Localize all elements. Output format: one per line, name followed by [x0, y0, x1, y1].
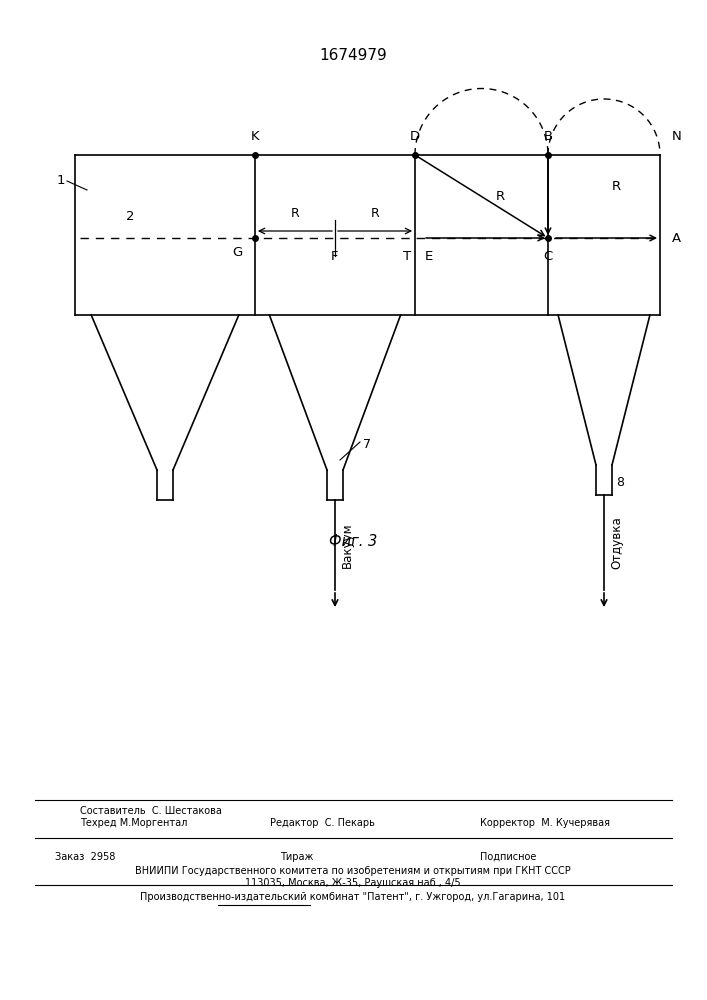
Text: Подписное: Подписное: [480, 852, 537, 862]
Text: F: F: [332, 250, 339, 263]
Text: ВНИИПИ Государственного комитета по изобретениям и открытиям при ГКНТ СССР
11303: ВНИИПИ Государственного комитета по изоб…: [135, 866, 571, 888]
Text: Заказ  2958: Заказ 2958: [55, 852, 115, 862]
Text: Составитель  С. Шестакова: Составитель С. Шестакова: [80, 806, 222, 816]
Text: E: E: [425, 250, 433, 263]
Text: 8: 8: [616, 477, 624, 489]
Text: R: R: [612, 180, 621, 193]
Text: Фиг. 3: Фиг. 3: [329, 534, 377, 550]
Text: 2: 2: [126, 210, 134, 223]
Text: Редактор  С. Пекарь: Редактор С. Пекарь: [270, 818, 375, 828]
Text: A: A: [672, 232, 681, 244]
Text: R: R: [370, 207, 380, 220]
Text: Производственно-издательский комбинат "Патент", г. Ужгород, ул.Гагарина, 101: Производственно-издательский комбинат "П…: [141, 892, 566, 902]
Text: Отдувка: Отдувка: [610, 516, 623, 569]
Text: C: C: [544, 250, 553, 263]
Text: Корректор  М. Кучерявая: Корректор М. Кучерявая: [480, 818, 610, 828]
Text: T: T: [403, 250, 411, 263]
Text: Тираж: Тираж: [280, 852, 313, 862]
Text: R: R: [496, 190, 505, 203]
Text: D: D: [410, 130, 420, 143]
Text: 7: 7: [363, 438, 371, 452]
Text: N: N: [672, 130, 682, 143]
Text: B: B: [544, 130, 553, 143]
Text: R: R: [291, 207, 299, 220]
Text: 1674979: 1674979: [319, 47, 387, 62]
Text: Вакуум: Вакуум: [341, 522, 354, 568]
Text: 1: 1: [57, 174, 65, 186]
Text: G: G: [233, 246, 243, 259]
Text: K: K: [251, 130, 259, 143]
Text: Техред М.Моргентал: Техред М.Моргентал: [80, 818, 187, 828]
